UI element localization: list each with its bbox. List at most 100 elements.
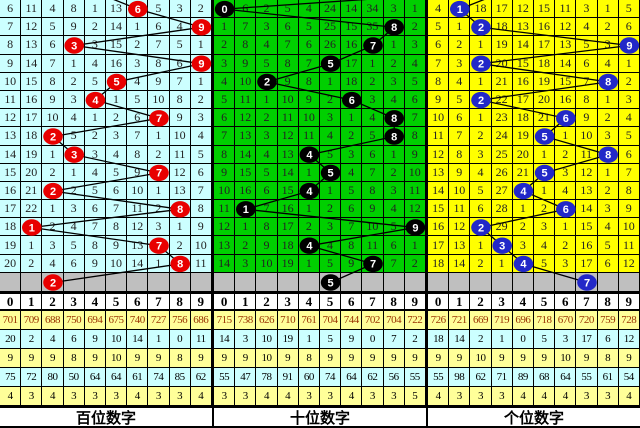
stat-cell: 3 — [576, 387, 598, 406]
grid-cell: 5 — [169, 36, 191, 55]
grid-cell: 3 — [576, 0, 598, 19]
grid-cell: 9 — [404, 145, 426, 164]
grid-cell: 6 — [341, 200, 363, 219]
stat-cell: 704 — [319, 311, 342, 330]
stat-cell: 14 — [449, 330, 471, 349]
grid-cell: 8 — [404, 127, 426, 146]
digit-header-cell: 7 — [362, 292, 384, 311]
grid-cell: 3 — [449, 54, 471, 73]
grid-cell: 2 — [214, 36, 236, 55]
grid-cell: 5 — [84, 72, 106, 91]
grid-cell: 4 — [105, 145, 128, 164]
grid-cell: 5 — [148, 0, 170, 19]
grid-cell — [555, 109, 577, 128]
pending-cell — [341, 273, 363, 292]
grid-cell: 18 — [512, 109, 534, 128]
stat-cell: 91 — [277, 368, 299, 387]
grid-cell: 4 — [341, 163, 363, 182]
grid-cell: 21 — [533, 109, 556, 128]
stat-cell: 744 — [341, 311, 363, 330]
grid-cell: 2 — [63, 181, 85, 201]
grid-cell — [383, 109, 405, 128]
grid-cell: 18 — [428, 254, 450, 273]
grid-cell: 11 — [404, 181, 426, 201]
pending-cell — [0, 273, 22, 292]
grid-cell: 7 — [169, 72, 191, 91]
stat-cell: 8 — [298, 349, 320, 368]
stat-cell: 18 — [428, 330, 450, 349]
grid-cell: 16 — [0, 181, 22, 201]
grid-cell: 2 — [190, 0, 212, 19]
stat-cell: 688 — [42, 311, 64, 330]
grid-cell: 15 — [576, 218, 598, 237]
grid-cell: 4 — [63, 218, 85, 237]
grid-cell: 5 — [449, 90, 471, 110]
grid-cell: 8 — [214, 145, 236, 164]
grid-cell: 14 — [105, 18, 128, 37]
grid-cell: 12 — [277, 127, 299, 146]
grid-cell: 22 — [21, 200, 43, 219]
grid-cell: 13 — [512, 18, 534, 37]
stat-cell: 62 — [362, 368, 384, 387]
grid-cell: 2 — [105, 109, 128, 128]
grid-cell: 5 — [470, 181, 492, 201]
grid-cell: 9 — [214, 163, 236, 182]
stat-cell: 0 — [362, 330, 384, 349]
grid-cell: 8 — [0, 36, 22, 55]
grid-cell: 10 — [127, 181, 149, 201]
grid-cell: 11 — [21, 0, 43, 19]
stat-cell: 756 — [169, 311, 191, 330]
grid-cell: 3 — [84, 36, 106, 55]
grid-cell: 5 — [298, 18, 320, 37]
grid-cell: 15 — [277, 181, 299, 201]
grid-cell: 10 — [362, 218, 384, 237]
grid-cell — [148, 163, 170, 182]
digit-header-cell: 9 — [618, 292, 640, 311]
grid-cell — [148, 236, 170, 255]
digit-header-cell: 5 — [319, 292, 342, 311]
grid-cell: 10 — [169, 127, 191, 146]
grid-cell: 10 — [428, 109, 450, 128]
grid-cell: 1 — [214, 18, 236, 37]
stat-cell: 9 — [341, 349, 363, 368]
stat-cell: 4 — [618, 387, 640, 406]
grid-cell: 10 — [0, 72, 22, 91]
grid-cell — [319, 163, 342, 182]
grid-cell: 19 — [491, 36, 513, 55]
digit-header-cell: 3 — [277, 292, 299, 311]
grid-cell: 1 — [362, 54, 384, 73]
grid-cell — [470, 90, 492, 110]
grid-cell: 6 — [383, 236, 405, 255]
grid-cell: 3 — [169, 0, 191, 19]
grid-cell: 5 — [63, 236, 85, 255]
grid-cell: 2 — [148, 200, 170, 219]
grid-cell: 15 — [533, 0, 556, 19]
grid-cell — [362, 36, 384, 55]
grid-cell: 5 — [214, 90, 236, 110]
grid-cell: 4 — [42, 254, 64, 273]
grid-cell: 34 — [362, 0, 384, 19]
grid-cell: 1 — [63, 163, 85, 182]
grid-cell: 6 — [298, 36, 320, 55]
grid-cell: 20 — [512, 145, 534, 164]
pending-cell — [576, 273, 598, 292]
grid-cell: 2 — [256, 109, 278, 128]
grid-cell: 26 — [491, 163, 513, 182]
grid-cell: 6 — [148, 18, 170, 37]
grid-cell: 21 — [512, 163, 534, 182]
stat-cell: 6 — [597, 330, 619, 349]
grid-cell: 8 — [618, 181, 640, 201]
stat-cell: 62 — [470, 368, 492, 387]
grid-cell: 1 — [42, 200, 64, 219]
grid-cell: 2 — [169, 236, 191, 255]
stat-cell: 9 — [404, 349, 426, 368]
grid-cell: 17 — [428, 236, 450, 255]
grid-cell: 1 — [555, 218, 577, 237]
grid-cell: 1 — [235, 218, 257, 237]
stat-cell: 10 — [256, 349, 278, 368]
stat-cell: 728 — [618, 311, 640, 330]
grid-cell: 9 — [277, 72, 299, 91]
grid-cell: 3 — [597, 127, 619, 146]
grid-cell: 8 — [127, 145, 149, 164]
